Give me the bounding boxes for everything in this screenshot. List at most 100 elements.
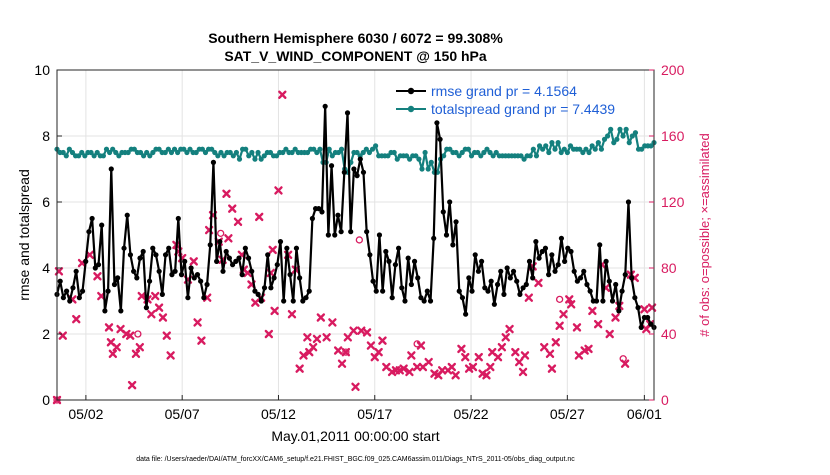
rmse-point: [341, 169, 347, 175]
obs-assimilated-marker: [416, 341, 426, 350]
obs-assimilated-marker: [362, 328, 372, 337]
totalspread-point: [441, 153, 447, 159]
totalspread-point: [69, 149, 76, 156]
rmse-point: [172, 268, 178, 274]
rmse-point: [134, 275, 140, 281]
rmse-point: [194, 272, 201, 278]
rmse-point: [300, 298, 306, 304]
obs-possible-marker: [555, 295, 564, 304]
totalspread-point: [422, 149, 428, 156]
totalspread-point: [147, 153, 153, 159]
obs-assimilated-marker: [328, 318, 337, 327]
rmse-point: [89, 215, 95, 222]
totalspread-point: [261, 153, 267, 159]
totalspread-point: [549, 140, 555, 146]
rmse-point: [475, 268, 482, 274]
legend: rmse grand pr = 4.1564 totalspread grand…: [396, 83, 615, 117]
totalspread-point: [453, 149, 459, 156]
obs-assimilated-marker: [482, 371, 491, 380]
obs-assimilated-marker: [108, 349, 118, 358]
totalspread-point: [144, 149, 150, 156]
rmse-point: [351, 166, 357, 172]
totalspread-point: [274, 153, 280, 159]
obs-assimilated-marker: [343, 333, 352, 342]
totalspread-point: [586, 149, 592, 156]
obs-assimilated-marker: [555, 321, 564, 330]
right-y-tick-label: 200: [661, 62, 685, 78]
totalspread-point: [314, 149, 320, 156]
rmse-point: [73, 268, 79, 274]
rmse-point: [472, 252, 478, 258]
totalspread-point: [317, 146, 323, 152]
chart-title-line1: Southern Hemisphere 6030 / 6072 = 99.308…: [208, 30, 503, 46]
right-y-tick-label: 80: [661, 260, 677, 276]
obs-assimilated-marker: [501, 333, 510, 342]
rmse-point: [233, 258, 239, 264]
rmse-point: [185, 295, 191, 301]
obs-assimilated-marker: [545, 349, 555, 358]
totalspread-point: [391, 149, 397, 156]
obs-assimilated-marker: [451, 371, 460, 380]
rmse-point: [574, 278, 580, 284]
rmse-point: [526, 258, 533, 264]
rmse-point: [303, 295, 309, 301]
rmse-point: [287, 272, 293, 278]
obs-assimilated-marker: [104, 323, 114, 332]
obs-assimilated-marker: [424, 357, 433, 367]
legend-spread-label: totalspread grand pr = 7.4439: [431, 101, 615, 117]
rmse-point: [613, 281, 619, 288]
rmse-point: [408, 281, 414, 288]
rmse-point: [245, 255, 252, 261]
totalspread-point: [369, 146, 376, 152]
rmse-point: [332, 232, 338, 238]
totalspread-point: [626, 140, 632, 146]
rmse-point: [255, 291, 261, 297]
totalspread-point: [329, 153, 335, 159]
rmse-point: [108, 166, 114, 172]
totalspread-point: [175, 149, 181, 156]
totalspread-point: [623, 126, 629, 132]
obs-assimilated-marker: [468, 362, 478, 372]
totalspread-point: [292, 146, 298, 152]
rmse-point: [338, 229, 344, 235]
totalspread-point: [490, 153, 496, 159]
rmse-point: [536, 255, 542, 261]
rmse-point: [593, 298, 600, 304]
obs-assimilated-marker: [447, 362, 456, 372]
totalspread-point: [530, 146, 536, 152]
totalspread-point: [598, 146, 605, 152]
rmse-point: [645, 314, 651, 321]
rmse-point: [201, 295, 207, 301]
right-y-tick-label: 40: [661, 326, 677, 342]
totalspread-point: [202, 149, 209, 156]
totalspread-point: [567, 143, 574, 149]
rmse-point: [603, 258, 609, 264]
totalspread-point: [620, 133, 626, 139]
rmse-point: [498, 268, 504, 274]
obs-assimilated-marker: [193, 318, 202, 327]
obs-assimilated-marker: [112, 343, 121, 352]
rmse-point: [558, 235, 565, 241]
rmse-point: [514, 278, 520, 284]
obs-assimilated-marker: [162, 331, 171, 340]
rmse-point: [271, 275, 277, 281]
rmse-point: [105, 288, 111, 294]
obs-possible-marker: [342, 348, 350, 356]
obs-assimilated-marker: [274, 186, 283, 195]
rmse-point: [549, 252, 555, 258]
totalspread-point: [125, 149, 131, 156]
rmse-point: [76, 295, 82, 301]
rmse-point: [609, 298, 616, 304]
totalspread-point: [583, 146, 589, 152]
obs-assimilated-marker: [540, 343, 549, 352]
obs-assimilated-marker: [151, 291, 160, 301]
totalspread-point: [94, 149, 100, 156]
rmse-point: [156, 268, 162, 274]
rmse-point: [143, 305, 149, 311]
rmse-point: [102, 308, 108, 314]
totalspread-point: [459, 149, 465, 156]
left-y-axis-label: rmse and totalspread: [16, 169, 32, 301]
totalspread-point: [555, 140, 561, 146]
obs-assimilated-marker: [572, 323, 582, 332]
rmse-point: [111, 281, 118, 288]
